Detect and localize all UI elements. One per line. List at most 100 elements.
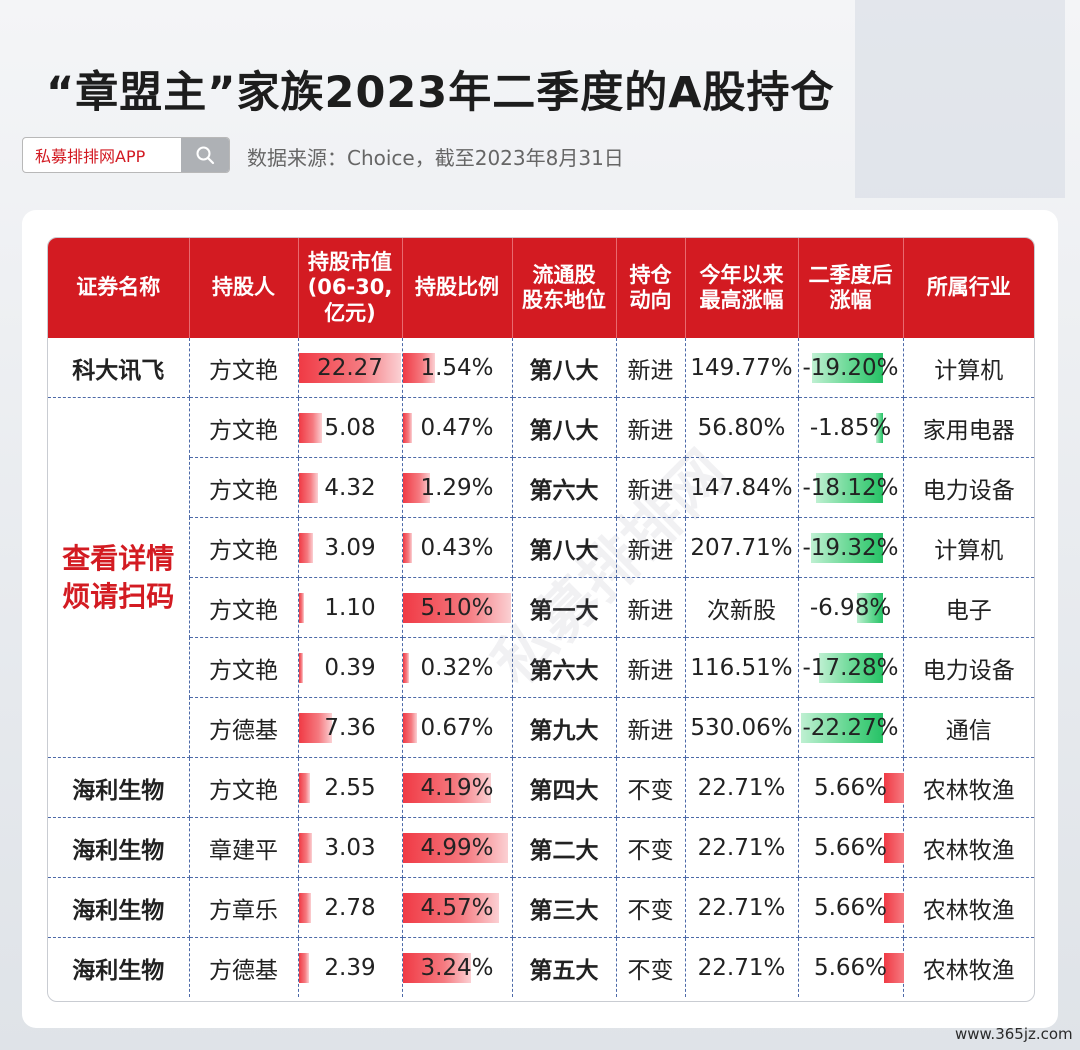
table-row: 方德基 7.36 0.67% 第九大 新进 530.06% -22.27% 通信 [48, 697, 1034, 758]
cell-value: 5.66% [813, 834, 888, 861]
cell-value: 3.09 [324, 534, 376, 561]
column-header-line: 最高涨幅 [699, 288, 784, 312]
cell-value: 2.39 [324, 954, 376, 981]
column-header: 二季度后 涨幅 [798, 238, 904, 338]
industry-cell: 农林牧渔 [903, 817, 1034, 878]
value-bar [298, 773, 311, 803]
value-bar [883, 953, 904, 983]
max-gain: 207.71% [690, 534, 793, 561]
move-cell: 新进 [616, 397, 686, 458]
rank: 第八大 [529, 417, 599, 444]
move: 不变 [627, 957, 674, 984]
column-header-line: 涨幅 [829, 288, 872, 312]
column-header: 流通股 股东地位 [512, 238, 617, 338]
security-name: 海利生物 [72, 957, 165, 984]
rank: 第八大 [529, 357, 599, 384]
ratio-cell: 3.24% [402, 937, 513, 997]
move-cell: 不变 [616, 877, 686, 938]
cell-value: 5.66% [813, 894, 888, 921]
cell-value: -1.85% [809, 414, 892, 441]
search-button[interactable] [181, 138, 229, 172]
move-cell: 不变 [616, 757, 686, 818]
holder: 方文艳 [209, 777, 278, 804]
holder: 方文艳 [209, 597, 278, 624]
scan-note-line: 查看详情 [62, 541, 175, 575]
move-cell: 新进 [616, 637, 686, 698]
negative-bar [856, 593, 883, 623]
search-box[interactable]: 私募排排网APP [22, 137, 230, 173]
industry: 农林牧渔 [922, 777, 1015, 804]
move-cell: 新进 [616, 517, 686, 578]
cell-value: 0.43% [420, 534, 494, 561]
move: 新进 [627, 477, 674, 504]
move-cell: 新进 [616, 577, 686, 638]
column-header-line: 持股人 [212, 275, 275, 300]
max-gain: 22.71% [697, 834, 786, 861]
negative-bar [818, 653, 883, 683]
cell-value: -17.28% [802, 654, 899, 681]
max-gain-cell: 22.71% [685, 817, 799, 878]
move: 新进 [627, 417, 674, 444]
industry: 家用电器 [922, 417, 1015, 444]
holdings-table: 证券名称 持股人 持股市值 (06-30, 亿元) 持股比例 流通股 股东地位 持仓 动向 今年以来… [48, 238, 1034, 997]
table-header-row: 证券名称 持股人 持股市值 (06-30, 亿元) 持股比例 流通股 股东地位 持仓 动向 今年以来… [48, 238, 1034, 338]
industry: 计算机 [934, 537, 1004, 564]
ratio-cell: 0.47% [402, 397, 513, 458]
value-bar [402, 533, 412, 563]
security-name-cell: 海利生物 [48, 757, 190, 818]
holder-cell: 方文艳 [189, 757, 299, 818]
move: 新进 [627, 657, 674, 684]
column-header: 证券名称 [48, 238, 190, 338]
rank-cell: 第八大 [512, 397, 617, 458]
cell-value: 5.66% [813, 774, 888, 801]
security-name: 科大讯飞 [72, 357, 165, 384]
table-row: 海利生物 方德基 2.39 3.24% 第五大 不变 22.71% 5.66% 农林牧渔 [48, 937, 1034, 997]
rank: 第四大 [529, 777, 599, 804]
max-gain-cell: 次新股 [685, 577, 799, 638]
value-bar [402, 773, 492, 803]
holder: 方文艳 [209, 357, 278, 384]
ratio-cell: 0.67% [402, 697, 513, 758]
max-gain-cell: 207.71% [685, 517, 799, 578]
footer-url: www.365jz.com [955, 1025, 1073, 1043]
max-gain-cell: 149.77% [685, 338, 799, 398]
value-bar [402, 833, 509, 863]
industry-cell: 农林牧渔 [903, 877, 1034, 938]
after-gain-cell: -6.98% [798, 577, 904, 638]
rank: 第一大 [529, 597, 599, 624]
column-header: 持股市值 (06-30, 亿元) [298, 238, 403, 338]
max-gain-cell: 530.06% [685, 697, 799, 758]
move: 不变 [627, 897, 674, 924]
security-name-cell: 海利生物 [48, 817, 190, 878]
rank-cell: 第四大 [512, 757, 617, 818]
column-header: 持股人 [189, 238, 299, 338]
after-gain-cell: -18.12% [798, 457, 904, 518]
security-name-cell: 科大讯飞 [48, 338, 190, 398]
market-value-cell: 3.09 [298, 517, 403, 578]
table-row: 科大讯飞 方文艳 22.27 1.54% 第八大 新进 149.77% -19.20% 计算机 [48, 338, 1034, 398]
column-header-line: (06-30, [307, 275, 393, 300]
holder: 方文艳 [209, 537, 278, 564]
industry-cell: 计算机 [903, 517, 1034, 578]
move-cell: 新进 [616, 457, 686, 518]
after-gain-cell: -19.32% [798, 517, 904, 578]
cell-value: 4.19% [420, 774, 494, 801]
value-bar [298, 713, 333, 743]
value-bar [402, 353, 436, 383]
ratio-cell: 0.43% [402, 517, 513, 578]
industry: 农林牧渔 [922, 897, 1015, 924]
value-bar [883, 893, 904, 923]
ratio-cell: 5.10% [402, 577, 513, 638]
ratio-cell: 4.99% [402, 817, 513, 878]
after-gain-cell: 5.66% [798, 757, 904, 818]
ratio-cell: 4.19% [402, 757, 513, 818]
holder: 方章乐 [209, 897, 278, 924]
max-gain: 149.77% [690, 354, 793, 381]
cell-value: -18.12% [802, 474, 899, 501]
column-header-line: 持股比例 [415, 275, 499, 300]
column-header-line: 证券名称 [76, 275, 161, 300]
cell-value: 3.24% [420, 954, 494, 981]
industry: 电子 [945, 597, 992, 624]
cell-value: 4.32 [324, 474, 376, 501]
holder-cell: 方章乐 [189, 877, 299, 938]
